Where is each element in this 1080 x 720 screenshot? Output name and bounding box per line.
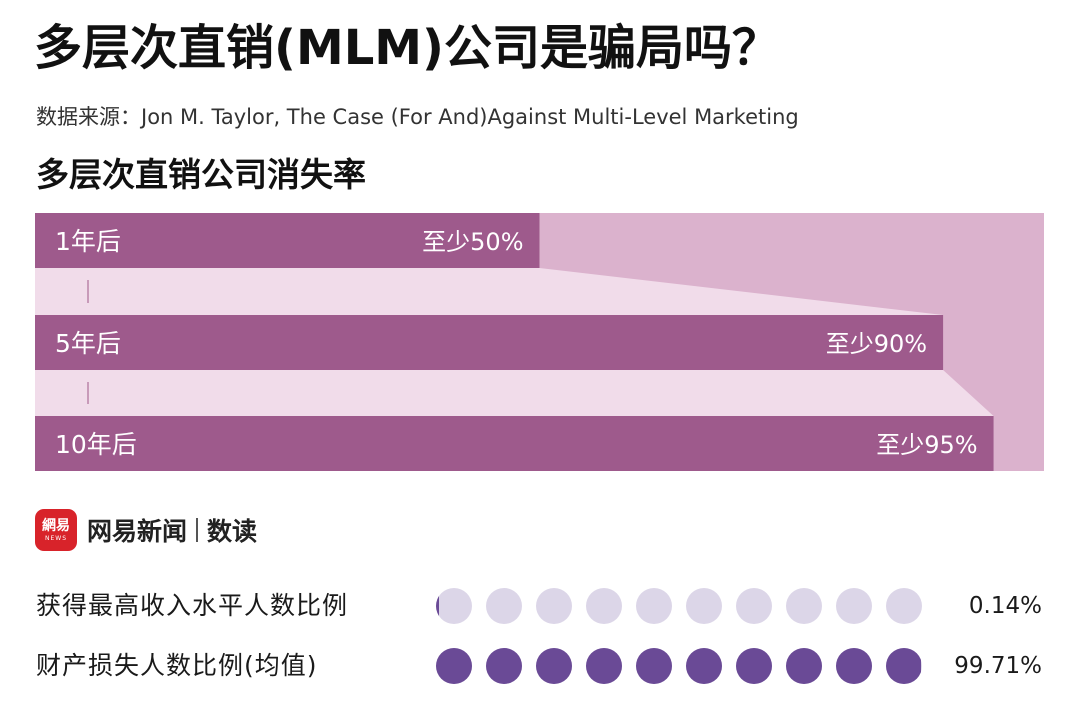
dot <box>836 588 872 624</box>
dot-fill <box>486 648 522 684</box>
dot <box>736 588 772 624</box>
dot-fill <box>686 648 722 684</box>
stat-row-property-loss: 财产损失人数比例(均值) 99.71% <box>0 646 1080 686</box>
dot-fill <box>836 648 872 684</box>
dot <box>636 588 672 624</box>
logo-subtext: NEWS <box>44 534 68 542</box>
stat-dots <box>436 588 922 624</box>
brand-name: 网易新闻 <box>87 517 188 546</box>
category-label: 10年后 <box>55 430 137 459</box>
bar <box>35 315 944 370</box>
dot-fill <box>786 648 822 684</box>
stat-dots <box>436 648 922 684</box>
bar <box>35 416 994 471</box>
netease-news-logo: 網易 NEWS <box>35 509 77 551</box>
brand-divider <box>196 518 199 542</box>
dot-fill <box>586 648 622 684</box>
dot <box>886 588 922 624</box>
disappearance-rate-chart: 1年后 至少50% 5年后 至少90% 10年后 至少95% <box>35 213 1044 471</box>
dot <box>486 588 522 624</box>
data-label: 至少50% <box>422 228 523 256</box>
data-source: 数据来源：Jon M. Taylor, The Case (For And)Ag… <box>36 105 799 129</box>
stat-value: 99.71% <box>954 653 1042 679</box>
logo-text: 網易 <box>42 517 70 534</box>
stat-value: 0.14% <box>968 593 1042 619</box>
stat-label: 获得最高收入水平人数比例 <box>36 591 349 620</box>
dot-fill <box>436 596 439 616</box>
stat-row-top-earners: 获得最高收入水平人数比例 0.14% <box>0 586 1080 626</box>
connector-band <box>35 370 1044 416</box>
dot <box>586 588 622 624</box>
stat-label: 财产损失人数比例(均值) <box>36 651 318 680</box>
chart-title: 多层次直销公司消失率 <box>36 155 366 194</box>
dot <box>536 588 572 624</box>
category-label: 5年后 <box>55 329 121 358</box>
dot <box>436 588 472 624</box>
data-label: 至少90% <box>826 330 927 358</box>
brand-footer: 網易 NEWS 网易新闻 数读 <box>35 508 257 552</box>
dot <box>686 588 722 624</box>
dot-fill <box>436 648 472 684</box>
dot-fill <box>636 648 672 684</box>
brand-column: 数读 <box>207 517 258 546</box>
bar <box>35 213 540 268</box>
dot <box>786 588 822 624</box>
connector-wedge <box>943 370 1044 416</box>
data-label: 至少95% <box>876 431 977 459</box>
dot-fill <box>736 648 772 684</box>
page-title: 多层次直销(MLM)公司是骗局吗？ <box>34 20 780 76</box>
connector-wedge <box>539 268 1044 315</box>
dot-fill <box>886 648 921 684</box>
category-label: 1年后 <box>55 227 121 256</box>
dot-fill <box>536 648 572 684</box>
